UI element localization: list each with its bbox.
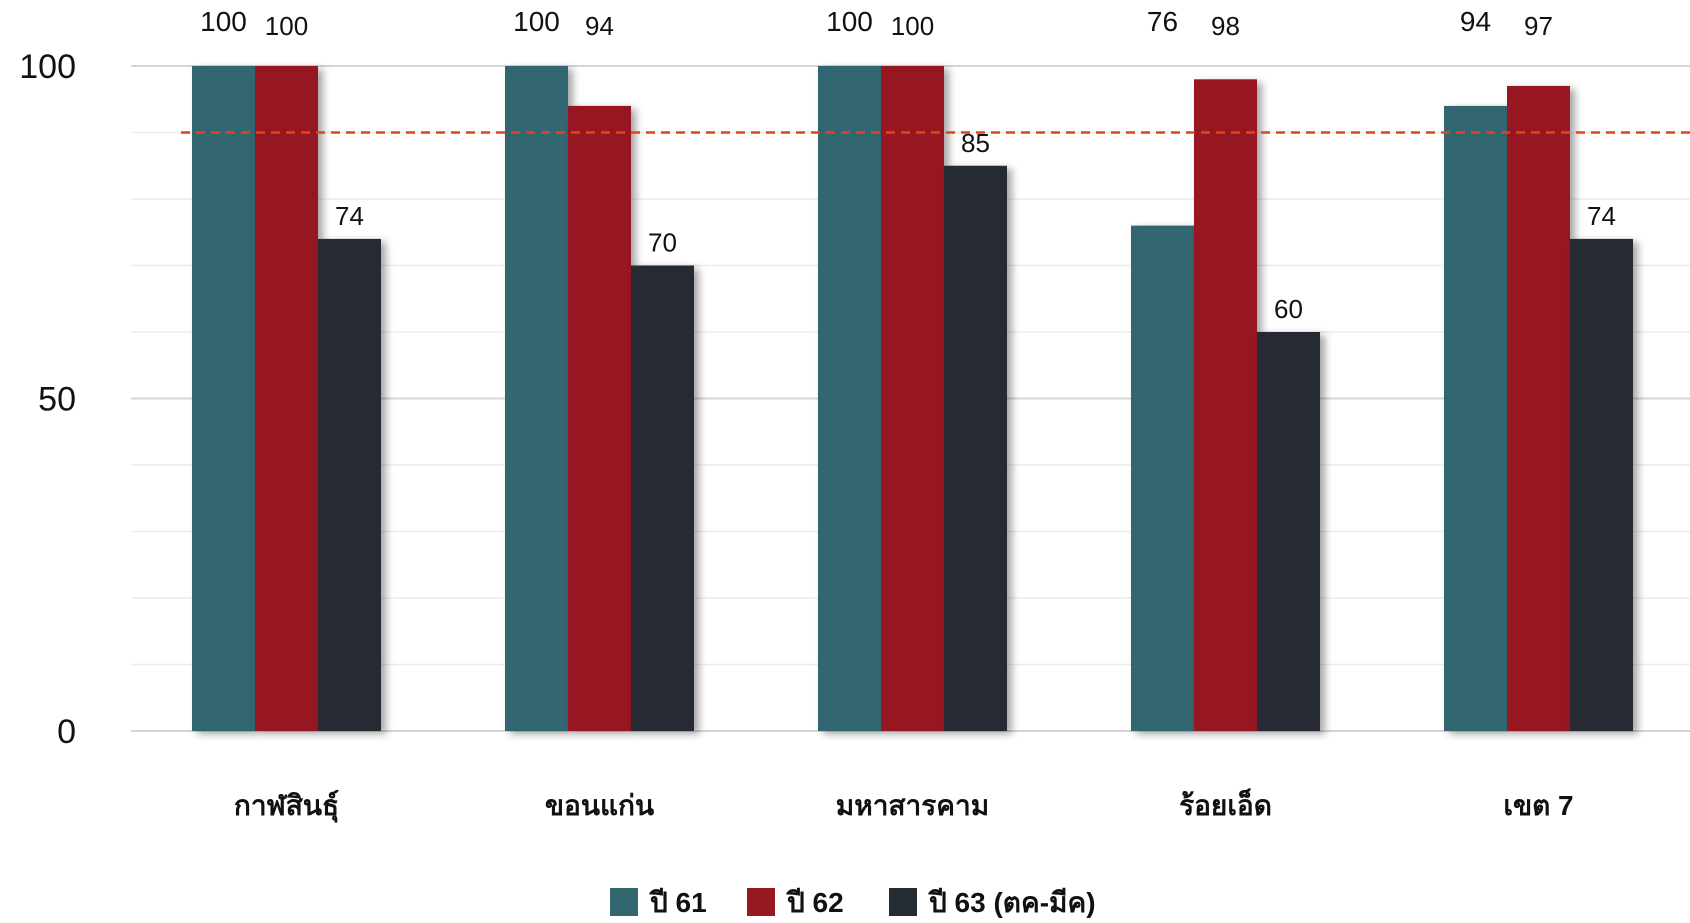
legend-item: ปี 63 (ตค-มีค) (889, 887, 1096, 918)
bar (818, 66, 881, 731)
data-label: 85 (961, 128, 990, 158)
y-tick-label: 0 (57, 713, 76, 751)
data-label: 94 (585, 11, 614, 41)
data-label: 100 (826, 6, 873, 37)
bar (1507, 85, 1570, 731)
y-axis-ticks: 0 50 100 (19, 48, 76, 751)
data-label: 100 (891, 11, 934, 41)
category-label: ขอนแก่น (545, 790, 654, 821)
data-labels: 100 100 74 100 94 70 100 100 85 76 98 60 94 97 74 (200, 6, 1616, 324)
bar (255, 66, 318, 731)
category-label: กาฬสินธุ์ (234, 790, 339, 823)
legend-item: ปี 61 (610, 887, 707, 918)
y-tick-label: 100 (19, 48, 76, 86)
data-label: 100 (265, 11, 308, 41)
legend-swatch (610, 888, 638, 916)
bar (1444, 105, 1507, 731)
bar (944, 165, 1007, 731)
data-label: 74 (335, 201, 364, 231)
legend-swatch (889, 888, 917, 916)
bar (318, 238, 381, 731)
data-label: 100 (200, 6, 247, 37)
bar (631, 265, 694, 731)
legend-label: ปี 63 (ตค-มีค) (927, 887, 1096, 918)
category-label: มหาสารคาม (836, 790, 989, 821)
bar (1131, 225, 1194, 731)
data-label: 98 (1211, 11, 1240, 41)
bar (1257, 332, 1320, 731)
bar (881, 66, 944, 731)
bar (505, 66, 568, 731)
data-label: 97 (1524, 11, 1553, 41)
bar (1194, 79, 1257, 732)
data-label: 60 (1274, 294, 1303, 324)
legend-label: ปี 62 (785, 887, 844, 918)
data-label: 70 (648, 228, 677, 258)
category-label: ร้อยเอ็ด (1179, 788, 1272, 821)
bar (568, 105, 631, 731)
bar (1570, 238, 1633, 731)
data-label: 100 (513, 6, 560, 37)
data-label: 94 (1460, 6, 1491, 37)
legend-item: ปี 62 (747, 887, 844, 918)
legend-label: ปี 61 (648, 887, 707, 918)
data-label: 74 (1587, 201, 1616, 231)
category-label: เขต 7 (1503, 790, 1573, 821)
bars (192, 66, 1633, 732)
data-label: 76 (1147, 6, 1178, 37)
x-axis-categories: กาฬสินธุ์ ขอนแก่น มหาสารคาม ร้อยเอ็ด เขต 7 (234, 788, 1574, 823)
legend-swatch (747, 888, 775, 916)
y-tick-label: 50 (38, 381, 76, 419)
legend: ปี 61 ปี 62 ปี 63 (ตค-มีค) (610, 887, 1096, 918)
bar (192, 66, 255, 731)
